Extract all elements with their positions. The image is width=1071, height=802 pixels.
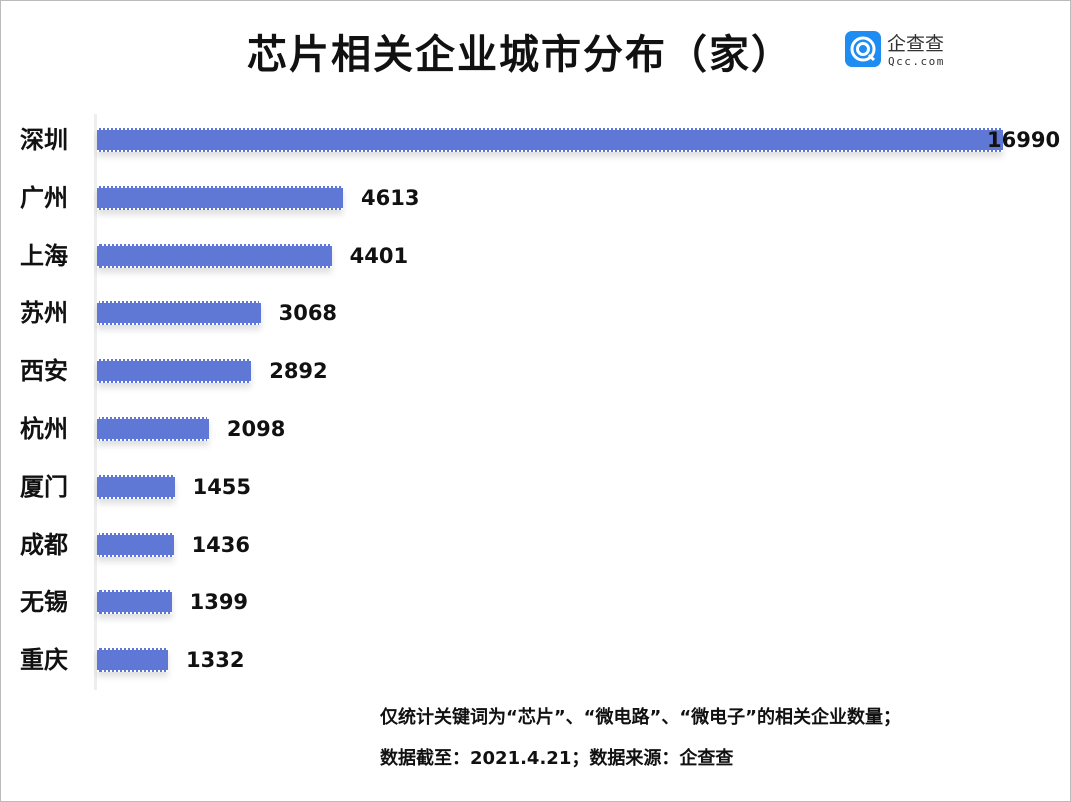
category-label: 厦门	[20, 472, 68, 501]
value-label: 1332	[186, 648, 245, 673]
category-label: 重庆	[20, 646, 68, 675]
value-label: 1436	[191, 532, 251, 557]
category-label: 深圳	[20, 126, 68, 154]
category-label: 杭州	[20, 415, 68, 443]
value-label: 3068	[278, 301, 338, 326]
chart-title: 芯片相关企业城市分布（家）	[247, 32, 793, 78]
y-axis-line	[94, 114, 97, 690]
bar-2	[97, 243, 332, 268]
logo-text-en: Qcc.com	[888, 55, 945, 68]
category-label: 苏州	[20, 299, 68, 328]
bar-7	[97, 532, 174, 557]
category-label: 成都	[20, 530, 68, 559]
footnote-scope: 仅统计关键词为“芯片”、“微电路”、“微电子”的相关企业数量；	[380, 707, 901, 728]
bar-3	[97, 301, 261, 326]
qcc-logo: 企查查 Qcc.com	[845, 31, 965, 71]
category-label: 无锡	[20, 588, 68, 617]
value-label: 16990	[987, 128, 1061, 152]
value-label: 2098	[226, 417, 286, 441]
bar-1	[97, 185, 343, 210]
bar-9	[97, 648, 169, 673]
qcc-logo-icon	[845, 31, 881, 67]
value-label: 4613	[360, 185, 420, 210]
category-label: 西安	[20, 357, 68, 386]
bar-4	[97, 359, 252, 384]
value-label: 1399	[189, 590, 249, 615]
value-label: 2892	[269, 359, 328, 384]
bar-5	[97, 417, 209, 441]
category-label: 广州	[20, 183, 68, 212]
footnote-source: 数据截至：2021.4.21；数据来源：企查查	[380, 748, 734, 769]
value-label: 1455	[192, 474, 252, 499]
bar-0	[97, 128, 1003, 152]
logo-text-cn: 企查查	[887, 33, 945, 55]
category-label: 上海	[20, 241, 68, 270]
bar-6	[97, 474, 175, 499]
bar-8	[97, 590, 172, 615]
value-label: 4401	[349, 243, 409, 268]
